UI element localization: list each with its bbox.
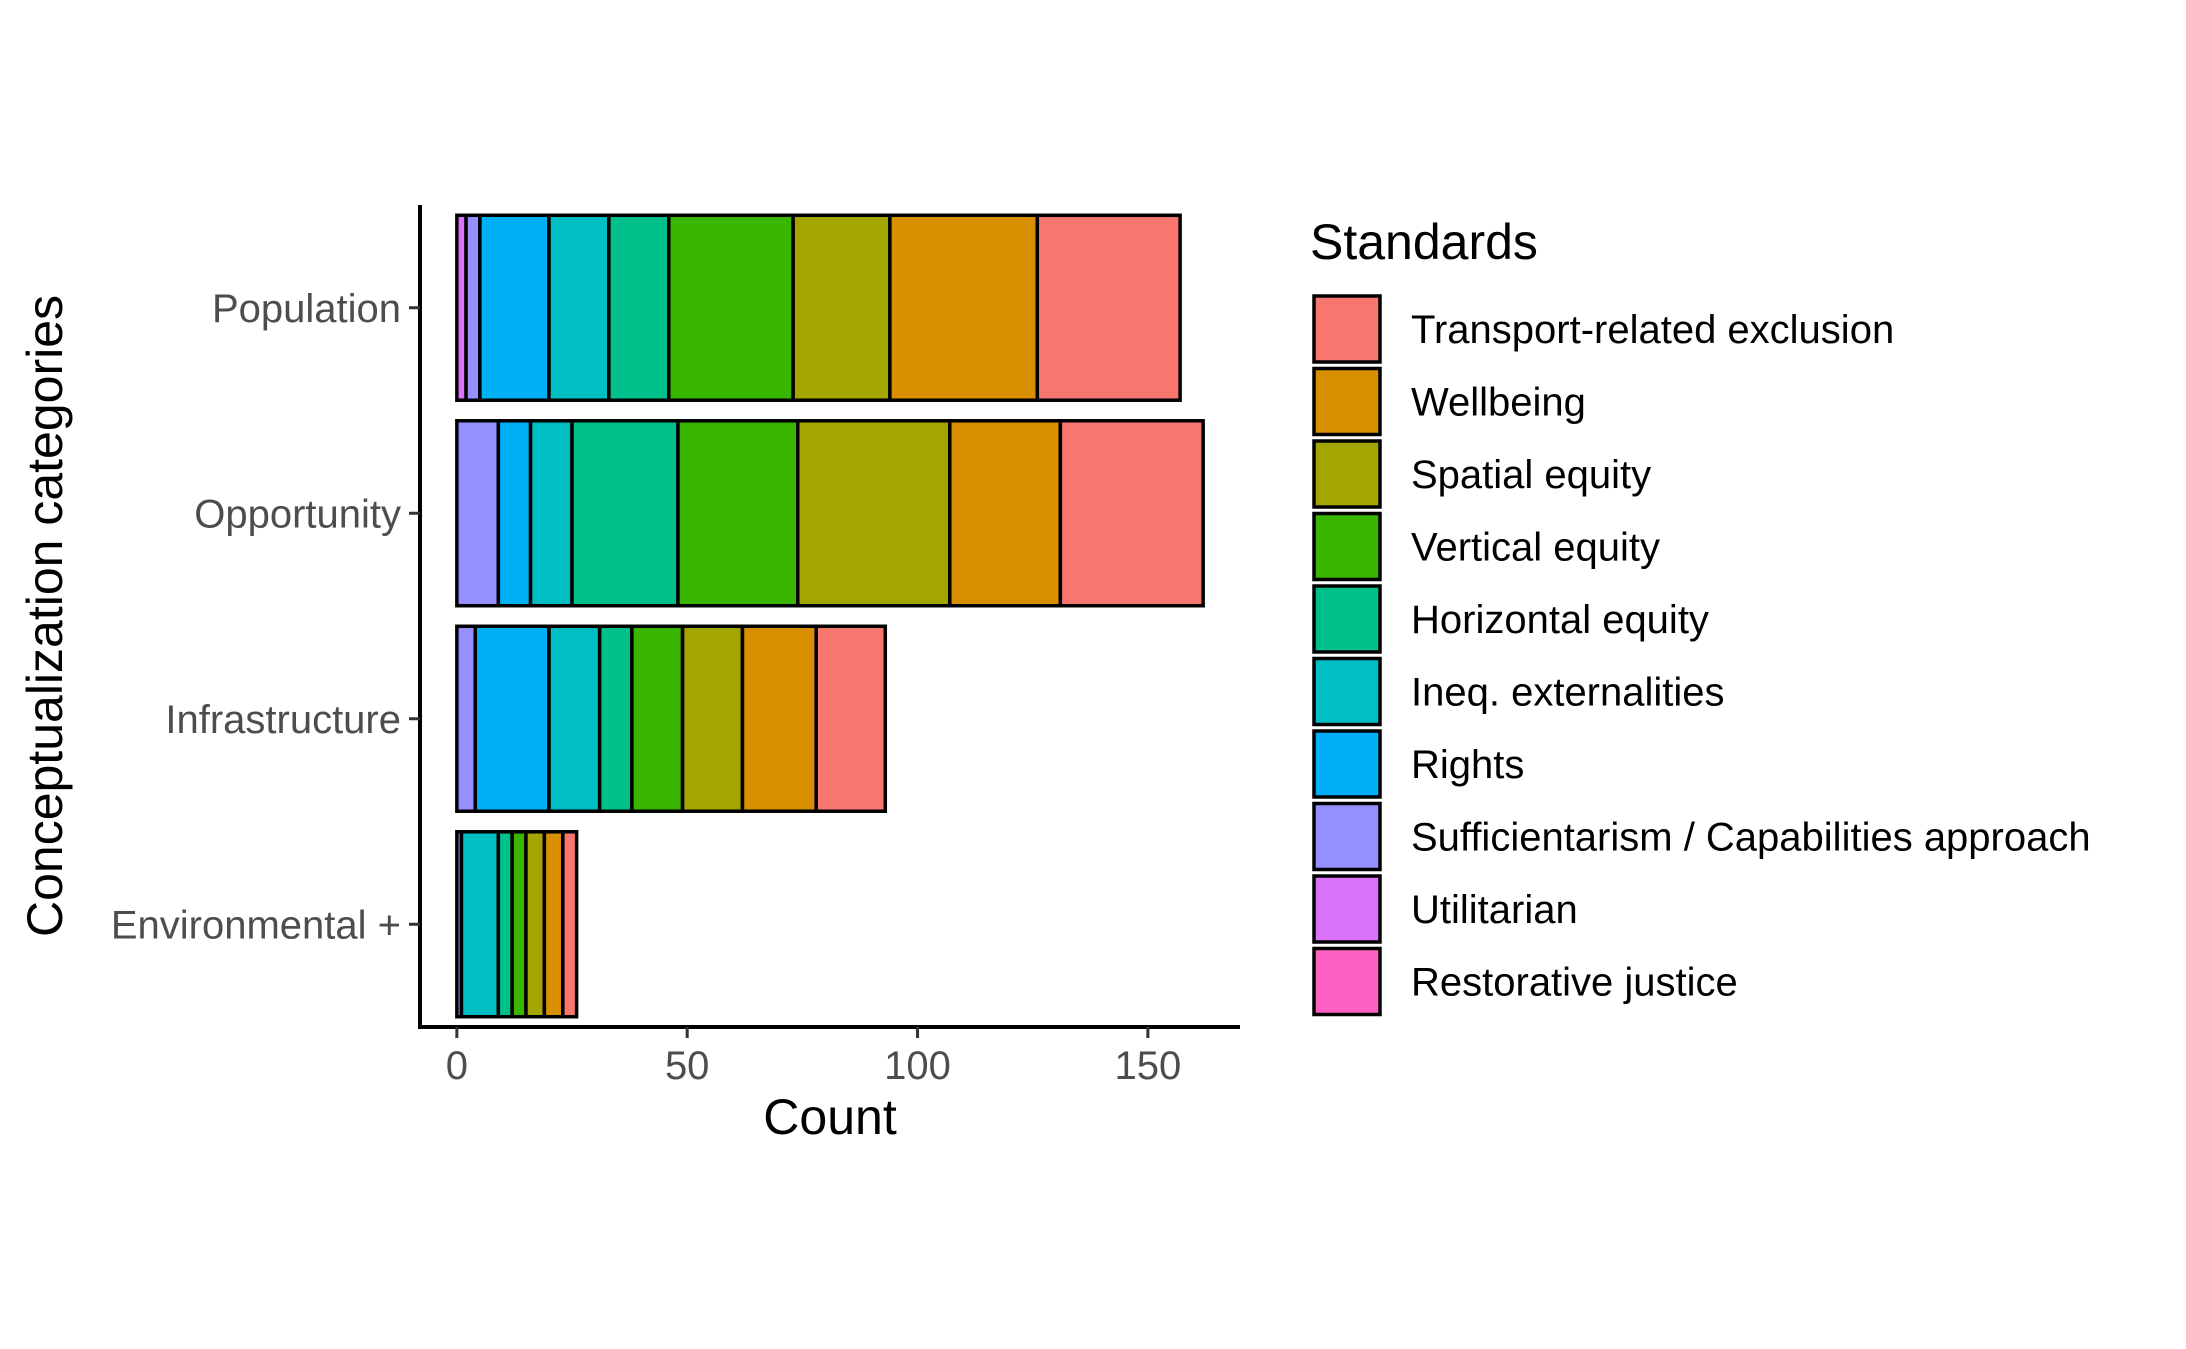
bar-infrastructure-sufficientarism-capabilities-approach <box>455 624 478 813</box>
bar-environmental-ineq-externalities <box>459 830 501 1019</box>
bar-population-vertical-equity <box>667 213 795 402</box>
legend-items: Transport-related exclusion Wellbeing Spat… <box>1312 294 2091 1017</box>
bar-environmental-wellbeing <box>542 830 565 1019</box>
bar-opportunity-spatial-equity <box>796 419 952 608</box>
legend: Standards Transport-related exclusion Wel… <box>1310 214 2091 1017</box>
y-tick-label: Infrastructure <box>165 698 401 742</box>
bar-opportunity-sufficientarism-capabilities-approach <box>455 419 501 608</box>
bar-population-horizontal-equity <box>607 213 671 402</box>
bar-population-transport-related-exclusion <box>1035 213 1182 402</box>
y-tick-label: Environmental + <box>111 903 401 947</box>
x-tick-label: 150 <box>1114 1044 1181 1088</box>
bar-environmental-spatial-equity <box>524 830 547 1019</box>
bar-infrastructure-horizontal-equity <box>597 624 634 813</box>
bar-population-spatial-equity <box>791 213 892 402</box>
legend-key-horizontal-equity <box>1312 584 1382 654</box>
legend-key-ineq-externalities <box>1312 656 1382 727</box>
bar-environmental-horizontal-equity <box>496 830 514 1019</box>
bar-opportunity-vertical-equity <box>676 419 800 608</box>
legend-label-spatial-equity: Spatial equity <box>1411 453 1651 497</box>
legend-key-spatial-equity <box>1312 439 1382 509</box>
legend-label-utilitarian: Utilitarian <box>1411 888 1578 932</box>
legend-key-sufficientarism-capabilities-approach <box>1312 801 1382 872</box>
bar-opportunity-rights <box>496 419 533 608</box>
bar-infrastructure-spatial-equity <box>680 624 745 813</box>
bar-environmental-transport-related-exclusion <box>561 830 579 1019</box>
legend-label-wellbeing: Wellbeing <box>1411 381 1586 425</box>
legend-key-utilitarian <box>1312 874 1382 944</box>
bar-opportunity-ineq-externalities <box>528 419 574 608</box>
bar-opportunity-transport-related-exclusion <box>1058 419 1205 608</box>
bar-environmental-vertical-equity <box>510 830 528 1019</box>
legend-key-rights <box>1312 729 1382 799</box>
bars-group <box>455 213 1205 1019</box>
bar-population-wellbeing <box>888 213 1040 402</box>
legend-label-rights: Rights <box>1411 743 1524 787</box>
legend-key-restorative-justice <box>1312 946 1382 1017</box>
bar-population-ineq-externalities <box>547 213 611 402</box>
y-ticks-group: Population Opportunity Infrastructure Envir… <box>111 287 420 947</box>
bar-infrastructure-wellbeing <box>740 624 818 813</box>
x-ticks-group: 0 50 100 150 <box>446 1027 1181 1088</box>
axes-group <box>418 205 1240 1029</box>
bar-infrastructure-ineq-externalities <box>547 624 602 813</box>
legend-label-transport-related-exclusion: Transport-related exclusion <box>1411 308 1894 352</box>
legend-label-sufficientarism-capabilities-approach: Sufficientarism / Capabilities approach <box>1411 816 2091 860</box>
legend-title: Standards <box>1310 214 1538 270</box>
bar-infrastructure-rights <box>473 624 551 813</box>
bar-population-sufficientarism-capabilities-approach <box>464 213 482 402</box>
legend-label-horizontal-equity: Horizontal equity <box>1411 598 1709 642</box>
legend-key-vertical-equity <box>1312 511 1382 582</box>
bar-opportunity-horizontal-equity <box>570 419 680 608</box>
legend-label-ineq-externalities: Ineq. externalities <box>1411 671 1725 715</box>
x-tick-label: 100 <box>884 1044 951 1088</box>
bar-opportunity-wellbeing <box>948 419 1063 608</box>
y-axis-title: Conceptualization categories <box>17 295 73 937</box>
bar-infrastructure-transport-related-exclusion <box>814 624 888 813</box>
legend-label-vertical-equity: Vertical equity <box>1411 526 1660 570</box>
x-tick-label: 50 <box>665 1044 710 1088</box>
x-tick-label: 0 <box>446 1044 468 1088</box>
legend-key-transport-related-exclusion <box>1312 294 1382 364</box>
y-tick-label: Opportunity <box>194 492 401 536</box>
x-axis-title: Count <box>763 1089 897 1145</box>
bar-population-rights <box>478 213 551 402</box>
legend-key-wellbeing <box>1312 366 1382 437</box>
bar-infrastructure-vertical-equity <box>630 624 685 813</box>
y-tick-label: Population <box>212 287 401 331</box>
legend-label-restorative-justice: Restorative justice <box>1411 961 1738 1005</box>
